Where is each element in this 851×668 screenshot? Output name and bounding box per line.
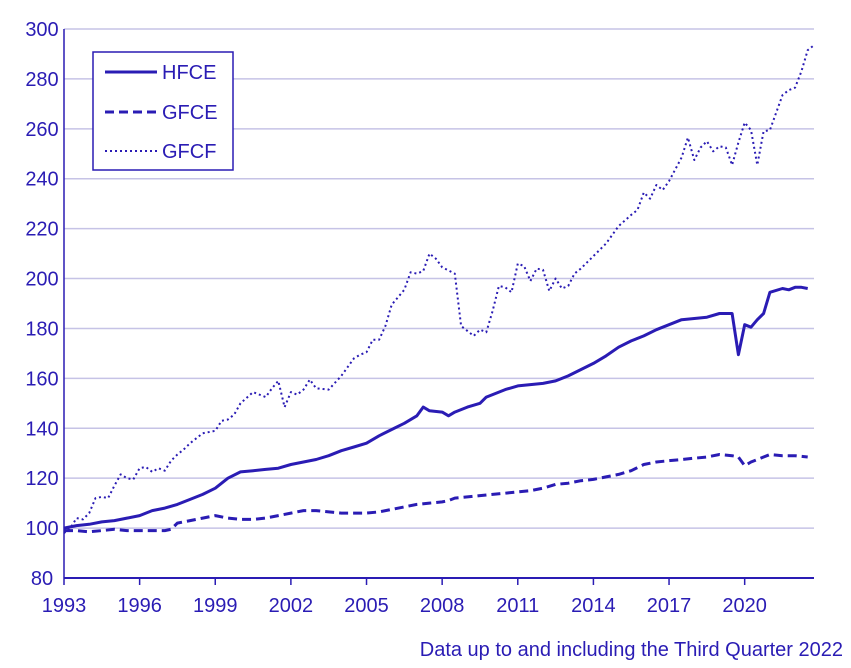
legend-label-gfce: GFCE xyxy=(162,102,218,124)
y-tick-label: 200 xyxy=(25,269,58,291)
legend: HFCE GFCE GFCF xyxy=(92,51,234,171)
x-tick-label: 2017 xyxy=(647,595,692,617)
legend-label-hfce: HFCE xyxy=(162,62,216,84)
y-tick-label: 300 xyxy=(25,19,58,41)
series-line-hfce xyxy=(63,285,808,530)
y-tick-label: 180 xyxy=(25,318,58,340)
y-tick-label: 240 xyxy=(25,169,58,191)
y-tick-labels: 80 100 120 140 160 180 200 220 240 260 280 300 xyxy=(25,19,58,590)
x-tick-label: 2005 xyxy=(344,595,389,617)
x-tick-labels: 1993 1996 1999 2002 2005 2008 2011 2014 2017 2020 xyxy=(42,578,767,617)
x-tick-label: 1999 xyxy=(193,595,238,617)
y-tick-label: 160 xyxy=(25,368,58,390)
footnote: Data up to and including the Third Quart… xyxy=(420,639,843,661)
x-tick-label: 2020 xyxy=(722,595,767,617)
series-lines xyxy=(63,44,815,534)
legend-label-gfcf: GFCF xyxy=(162,141,216,163)
x-tick-label: 2008 xyxy=(420,595,465,617)
x-tick-label: 2014 xyxy=(571,595,616,617)
x-tick-label: 1993 xyxy=(42,595,87,617)
y-tick-label: 120 xyxy=(25,468,58,490)
y-tick-label: 140 xyxy=(25,418,58,440)
y-tick-label: 280 xyxy=(25,69,58,91)
grid-lines xyxy=(64,28,814,529)
x-tick-label: 2002 xyxy=(269,595,314,617)
axes xyxy=(63,29,814,579)
series-line-gfce xyxy=(64,453,808,534)
x-tick-label: 2011 xyxy=(496,595,539,617)
x-tick-label: 1996 xyxy=(117,595,162,617)
y-tick-label: 260 xyxy=(25,119,58,141)
y-tick-label: 100 xyxy=(25,518,58,540)
y-tick-label: 80 xyxy=(31,568,53,590)
y-tick-label: 220 xyxy=(25,219,58,241)
